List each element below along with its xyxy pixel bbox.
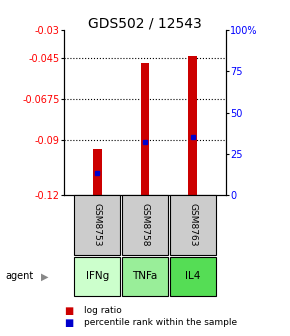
- Bar: [170, 257, 216, 296]
- Bar: [170, 195, 216, 255]
- Text: ■: ■: [64, 318, 73, 328]
- Bar: [74, 257, 120, 296]
- Bar: [74, 195, 120, 255]
- Text: GSM8763: GSM8763: [188, 203, 197, 247]
- Bar: [188, 56, 197, 195]
- Text: GSM8758: GSM8758: [140, 203, 150, 247]
- Text: ■: ■: [64, 306, 73, 316]
- Text: agent: agent: [6, 271, 34, 281]
- Text: TNFa: TNFa: [132, 271, 158, 281]
- Text: GDS502 / 12543: GDS502 / 12543: [88, 17, 202, 31]
- Bar: [122, 257, 168, 296]
- Text: ▶: ▶: [41, 271, 49, 281]
- Bar: [141, 63, 149, 195]
- Text: IL4: IL4: [185, 271, 200, 281]
- Text: percentile rank within the sample: percentile rank within the sample: [84, 318, 237, 327]
- Bar: [93, 149, 101, 195]
- Text: IFNg: IFNg: [86, 271, 109, 281]
- Text: GSM8753: GSM8753: [93, 203, 102, 247]
- Text: log ratio: log ratio: [84, 306, 122, 315]
- Bar: [122, 195, 168, 255]
